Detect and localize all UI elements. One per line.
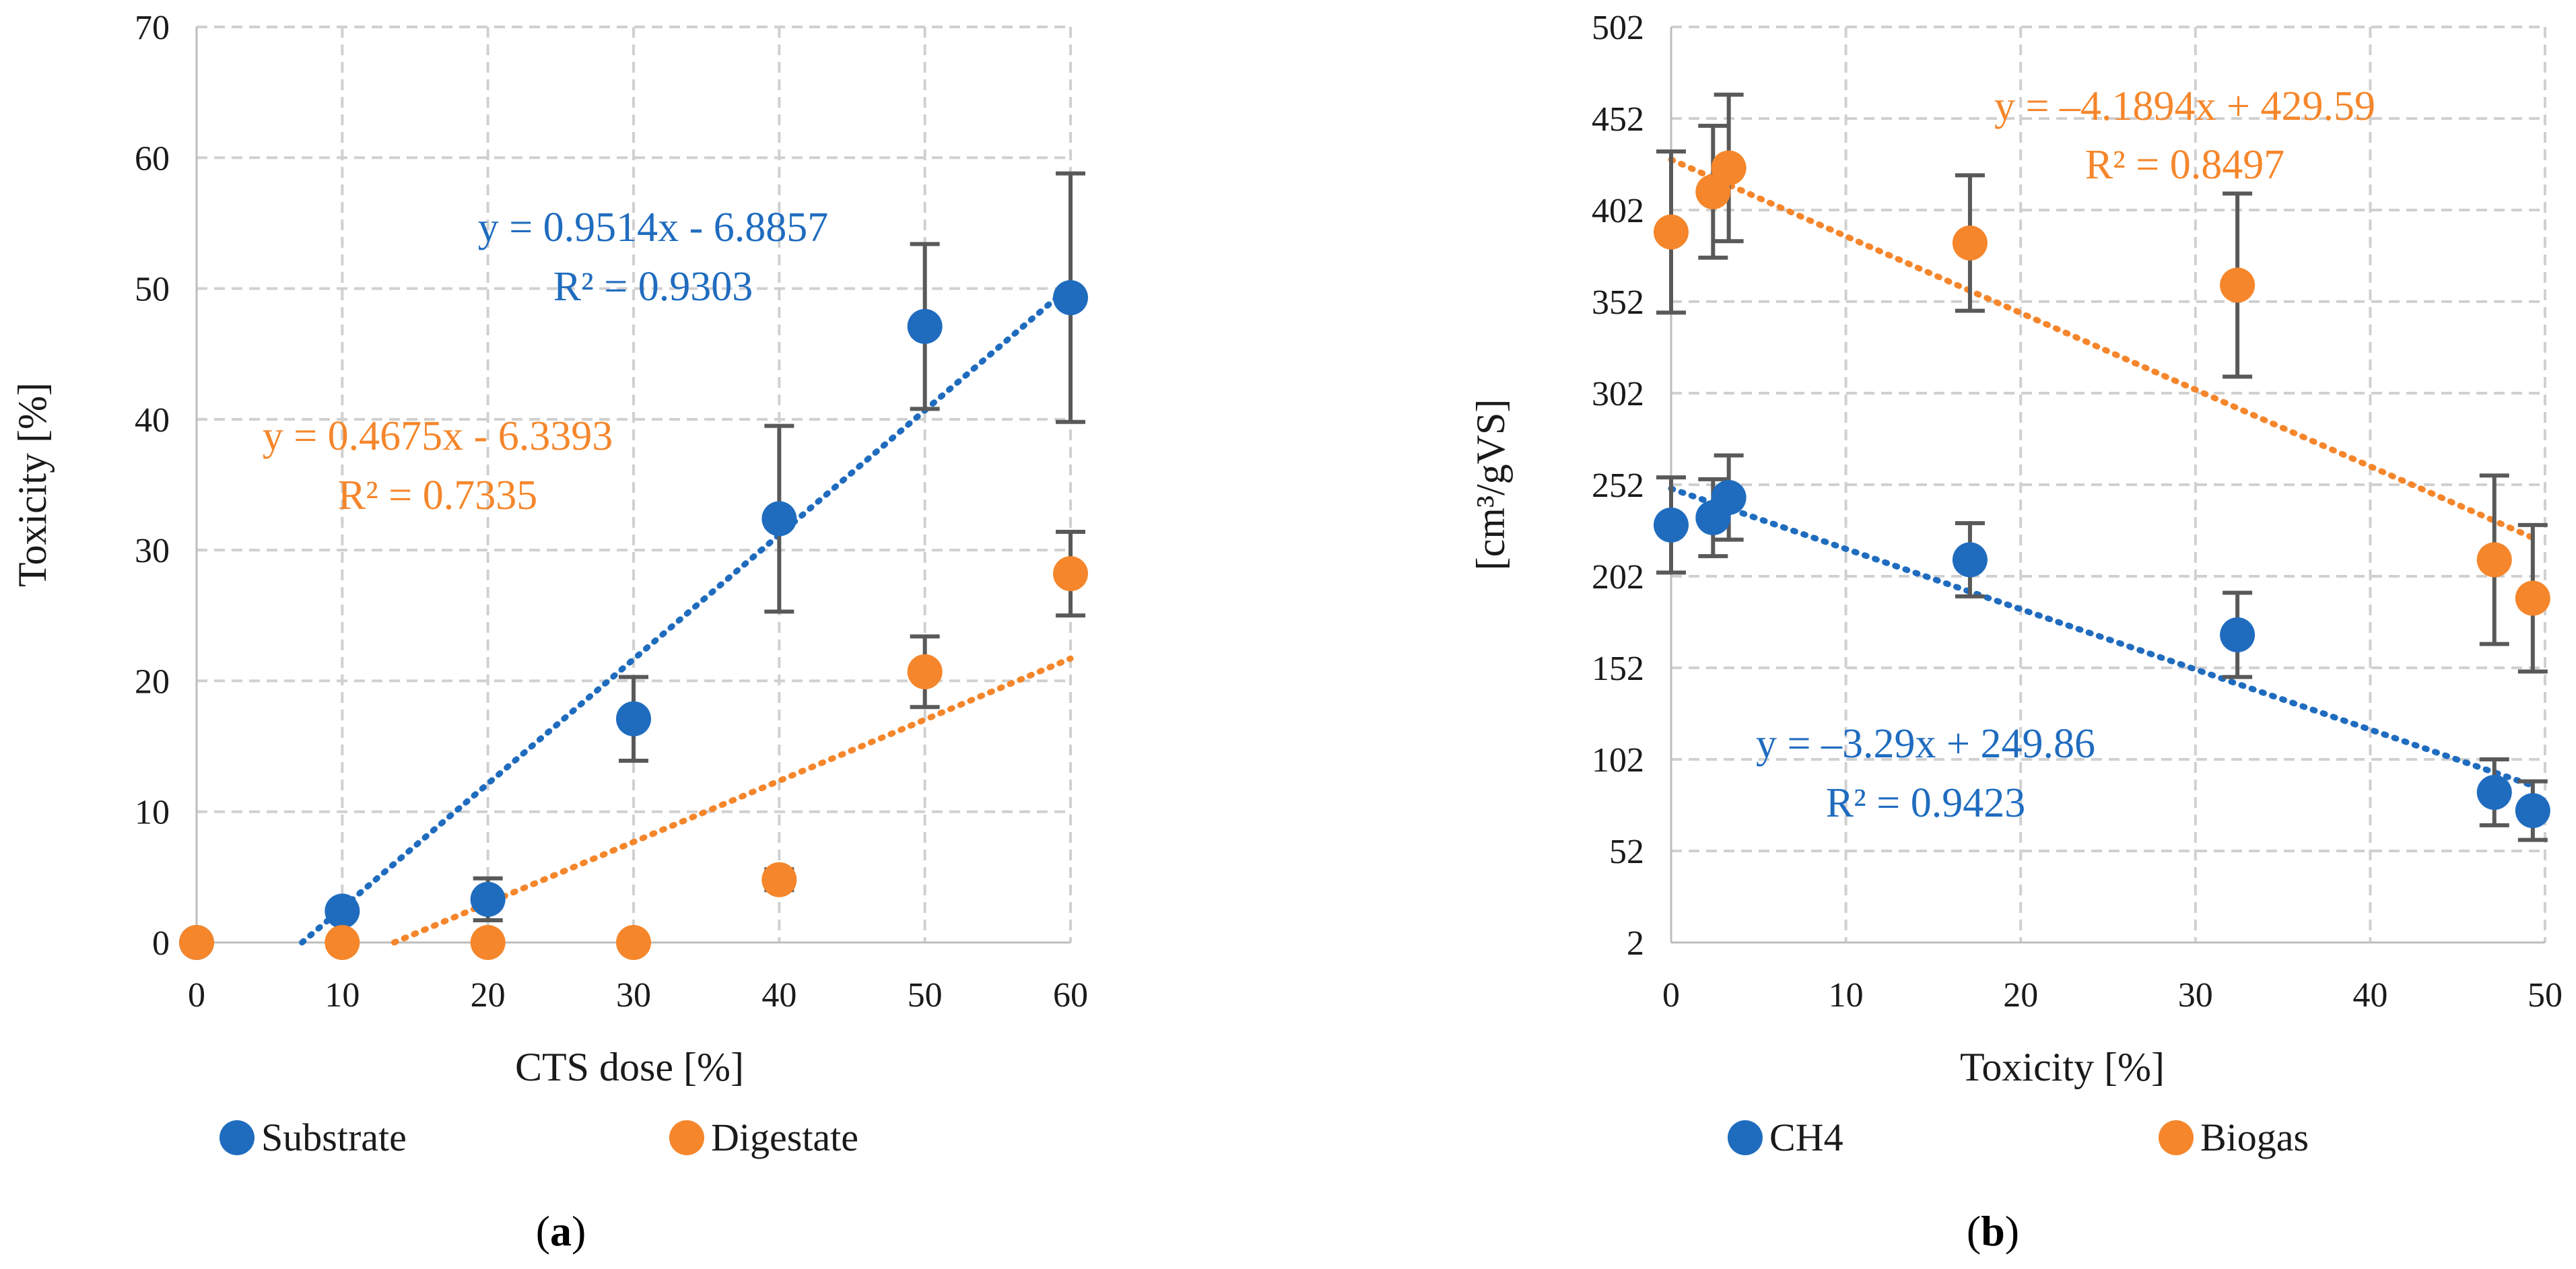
panel-b-biogas-equation: y = –4.1894x + 429.59 xyxy=(1994,83,2375,129)
panel-b-biogas-point xyxy=(2476,542,2512,578)
panel-a-substrate-equation: y = 0.9514x - 6.8857 xyxy=(478,205,829,250)
legend-marker-digestate xyxy=(669,1120,704,1155)
panel-a-tick-labels: 0 10 20 30 40 50 60 70 0 10 20 30 40 50 60 xyxy=(135,9,1088,1015)
panel-a-substrate-point xyxy=(470,881,506,917)
panel-b-ch4-point xyxy=(1952,542,1988,578)
panel-b-y-tick-label: 402 xyxy=(1592,192,1644,230)
panel-b-x-tick-label: 20 xyxy=(2003,976,2038,1015)
panel-a-x-tick-label: 50 xyxy=(908,976,943,1015)
panel-a-y-tick-label: 10 xyxy=(135,794,170,832)
panel-a-substrate-trendline xyxy=(299,283,1074,946)
panel-b-x-tick-label: 50 xyxy=(2528,976,2563,1015)
legend-label-substrate: Substrate xyxy=(261,1116,407,1159)
panel-a-y-tick-label: 20 xyxy=(135,662,170,701)
panel-b-ch4-r2: R² = 0.9423 xyxy=(1826,780,2025,826)
panel-b-ch4-point xyxy=(1654,507,1689,543)
panel-b-biogas-point xyxy=(2220,267,2256,303)
panel-b-biogas-point xyxy=(1654,214,1689,250)
panel-a-digestate-equation: y = 0.4675x - 6.3393 xyxy=(263,413,613,459)
panel-a-substrate-point xyxy=(907,308,943,344)
panel-a-digestate-point xyxy=(470,925,506,960)
panel-a-digestate-point xyxy=(179,925,214,960)
panel-b-label: (b) xyxy=(1967,1207,2019,1255)
panel-b-biogas-r2: R² = 0.8497 xyxy=(2085,142,2284,188)
panel-b-y-tick-label: 252 xyxy=(1592,467,1644,505)
panel-a-y-tick-label: 0 xyxy=(152,924,170,963)
panel-b-biogas-point xyxy=(1952,225,1988,261)
panel-a-y-tick-label: 60 xyxy=(135,139,170,178)
panel-a-y-tick-label: 30 xyxy=(135,532,170,570)
panel-b-y-tick-label: 52 xyxy=(1609,833,1644,871)
panel-a-digestate-trendline xyxy=(391,655,1074,946)
panel-b-ch4-trendline xyxy=(1668,485,2536,789)
panel-b-y-tick-label: 352 xyxy=(1592,283,1644,322)
panel-a-gridlines xyxy=(197,26,1072,942)
panel-a-x-axis-title: CTS dose [%] xyxy=(515,1045,744,1089)
legend-marker-substrate xyxy=(219,1120,255,1155)
panel-b-ch4-point xyxy=(1711,480,1747,516)
panel-a-digestate-point xyxy=(907,654,943,689)
panel-a-substrate-r2: R² = 0.9303 xyxy=(553,264,753,310)
panel-a-digestate-point xyxy=(616,925,651,960)
legend-label-ch4: CH4 xyxy=(1769,1116,1843,1159)
panel-a-digestate-point xyxy=(761,862,797,897)
legend-label-biogas: Biogas xyxy=(2200,1116,2309,1159)
panel-b-gridlines xyxy=(1671,26,2546,942)
panel-a-points xyxy=(179,280,1088,960)
panel-a-x-tick-label: 60 xyxy=(1053,976,1088,1015)
panel-b-y-axis-title: [cm³/gVS] xyxy=(1468,399,1513,571)
panel-b-x-tick-label: 0 xyxy=(1662,976,1680,1015)
panel-a-chart: 0 10 20 30 40 50 60 70 0 10 20 30 40 50 60 y = 0.9514x… xyxy=(10,9,1088,1255)
panel-a-substrate-point xyxy=(1053,280,1088,316)
panel-b-letter: b xyxy=(1981,1207,2005,1255)
panel-a-substrate-point xyxy=(761,501,797,537)
panel-b-biogas-point xyxy=(2515,580,2550,616)
panel-a-x-tick-label: 10 xyxy=(325,976,360,1015)
legend-marker-biogas xyxy=(2159,1120,2194,1155)
panel-b-trendlines xyxy=(1668,156,2536,789)
panel-a-y-tick-label: 70 xyxy=(135,9,170,47)
panel-a-x-tick-label: 40 xyxy=(761,976,796,1015)
panel-b-y-tick-label: 502 xyxy=(1592,9,1644,47)
panel-b-x-tick-label: 40 xyxy=(2352,976,2387,1015)
panel-a-digestate-point xyxy=(1053,556,1088,592)
legend-label-digestate: Digestate xyxy=(711,1116,858,1159)
panel-b-y-tick-label: 452 xyxy=(1592,100,1644,139)
panel-b-y-tick-label: 302 xyxy=(1592,375,1644,413)
panel-b-biogas-point xyxy=(1711,150,1747,186)
panel-b-ch4-point xyxy=(2220,617,2256,653)
panel-b-x-tick-label: 30 xyxy=(2178,976,2213,1015)
panel-a-y-axis-title: Toxicity [%] xyxy=(10,382,55,587)
panel-b-y-tick-label: 102 xyxy=(1592,741,1644,780)
panel-a-x-tick-label: 0 xyxy=(188,976,205,1015)
panel-b-x-tick-label: 10 xyxy=(1829,976,1864,1015)
panel-b-legend: CH4 Biogas xyxy=(1728,1116,2309,1159)
panel-a-substrate-point xyxy=(616,701,651,736)
panel-a-x-tick-label: 30 xyxy=(616,976,651,1015)
panel-a-y-tick-label: 40 xyxy=(135,401,170,440)
panel-a-letter: a xyxy=(550,1207,572,1255)
panel-b-y-tick-label: 2 xyxy=(1627,924,1644,963)
panel-b-points xyxy=(1654,150,2550,829)
panel-b-ch4-point xyxy=(2515,793,2550,829)
panel-a-legend: Substrate Digestate xyxy=(219,1116,858,1159)
panel-a-x-tick-label: 20 xyxy=(471,976,506,1015)
panel-b-y-tick-label: 152 xyxy=(1592,650,1644,688)
panel-a-label: (a) xyxy=(536,1207,586,1255)
panel-b-x-axis-title: Toxicity [%] xyxy=(1960,1045,2165,1089)
panel-b-ch4-point xyxy=(2476,774,2512,810)
panel-a-digestate-point xyxy=(325,925,360,960)
panel-a-substrate-point xyxy=(325,893,360,929)
panel-a-trendlines xyxy=(299,283,1074,946)
panel-b-biogas-trendline xyxy=(1668,156,2536,541)
panel-b-y-tick-label: 202 xyxy=(1592,558,1644,596)
legend-marker-ch4 xyxy=(1728,1120,1763,1155)
panel-b-ch4-equation: y = –3.29x + 249.86 xyxy=(1756,721,2095,767)
panel-a-y-tick-label: 50 xyxy=(135,271,170,309)
panel-a-digestate-r2: R² = 0.7335 xyxy=(338,473,537,518)
